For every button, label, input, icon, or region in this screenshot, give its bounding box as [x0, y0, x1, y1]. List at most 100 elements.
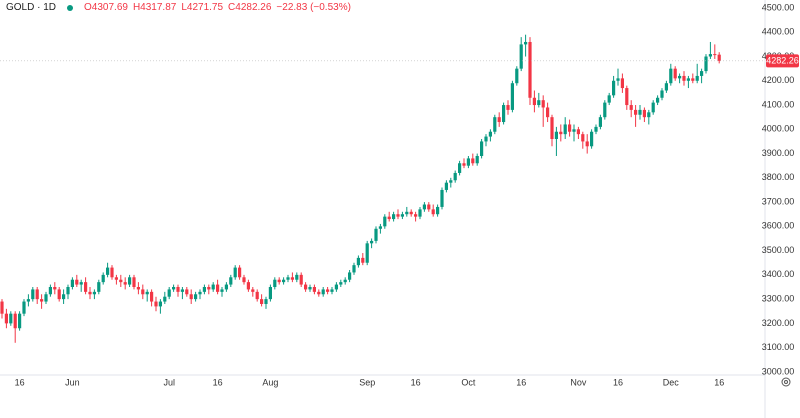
candle-body	[220, 289, 224, 292]
candle-body	[18, 313, 22, 329]
candle-body	[576, 129, 580, 135]
candle-body	[480, 141, 484, 156]
last-price-box	[766, 54, 799, 68]
candle-body	[216, 284, 220, 292]
candle-body	[308, 286, 312, 290]
candle-body	[458, 163, 462, 173]
candle-body	[224, 284, 228, 290]
candle-body	[255, 291, 259, 300]
candle-body	[286, 277, 290, 280]
candle-body	[497, 117, 501, 123]
x-tick-label: Sep	[359, 377, 375, 387]
candle-body	[4, 313, 8, 324]
candle-body	[581, 134, 585, 142]
candle-body	[128, 277, 132, 285]
candle-body	[493, 117, 497, 132]
candle-body	[189, 294, 193, 300]
y-tick-label: 4500.00	[762, 2, 795, 12]
candle-body	[31, 289, 35, 300]
candle-body	[330, 289, 334, 292]
candle-body	[594, 126, 598, 132]
candle-body	[172, 286, 176, 290]
candle-body	[22, 301, 26, 314]
candle-body	[101, 274, 105, 283]
candle-body	[260, 299, 264, 304]
candle-body	[136, 286, 140, 290]
candle-body	[202, 286, 206, 292]
candle-body	[559, 131, 563, 135]
candle-body	[625, 88, 629, 106]
y-tick-label: 4400.00	[762, 27, 795, 37]
candle-body	[453, 172, 457, 181]
candle-body	[541, 100, 545, 108]
candle-body	[427, 204, 431, 210]
candle-body	[546, 107, 550, 118]
candle-body	[502, 105, 506, 123]
candle-body	[488, 131, 492, 137]
y-tick-label: 3000.00	[762, 366, 795, 376]
candle-body	[642, 109, 646, 118]
candle-body	[471, 158, 475, 164]
change-value: −22.83 (−0.53%)	[276, 2, 351, 13]
candle-body	[383, 216, 387, 227]
x-tick-label: Dec	[663, 377, 680, 387]
open-value: O4307.69	[84, 2, 128, 13]
y-tick-label: 3900.00	[762, 148, 795, 158]
candle-body	[598, 117, 602, 127]
candle-body	[682, 75, 686, 81]
candle-body	[708, 54, 712, 57]
y-tick-label: 3100.00	[762, 342, 795, 352]
candle-body	[563, 124, 567, 135]
y-tick-label: 4100.00	[762, 99, 795, 109]
candle-body	[361, 257, 365, 263]
candle-body	[352, 265, 356, 273]
x-tick-label: 16	[613, 377, 623, 387]
y-tick-label: 4000.00	[762, 124, 795, 134]
candle-body	[13, 313, 17, 329]
y-tick-label: 3400.00	[762, 269, 795, 279]
candle-body	[422, 204, 426, 210]
candle-body	[678, 75, 682, 79]
candle-body	[475, 155, 479, 164]
candle-body	[145, 291, 149, 295]
candle-body	[26, 299, 30, 302]
candle-body	[691, 78, 695, 81]
candle-body	[656, 97, 660, 103]
candle-body	[110, 267, 114, 278]
candle-body	[669, 68, 673, 84]
candle-body	[396, 214, 400, 217]
close-value: C4282.26	[228, 2, 272, 13]
y-tick-label: 3700.00	[762, 196, 795, 206]
candle-body	[616, 78, 620, 81]
candle-body	[387, 216, 391, 220]
candle-body	[532, 97, 536, 106]
candle-body	[97, 282, 101, 292]
candle-body	[180, 289, 184, 292]
symbol: GOLD · 1D	[6, 2, 57, 13]
y-tick-label: 3600.00	[762, 221, 795, 231]
candle-body	[326, 289, 330, 292]
candle-body	[537, 100, 541, 106]
candle-body	[132, 277, 136, 287]
x-tick-label: Aug	[262, 377, 278, 387]
candle-body	[238, 267, 242, 278]
candle-body	[713, 54, 717, 56]
x-tick-label: Nov	[570, 377, 587, 387]
candle-body	[154, 301, 158, 307]
x-tick-label: Oct	[461, 377, 476, 387]
candle-body	[444, 182, 448, 190]
candle-body	[356, 257, 360, 266]
candle-body	[462, 163, 466, 166]
candle-body	[207, 286, 211, 290]
candle-body	[339, 282, 343, 285]
candle-body	[704, 56, 708, 72]
candle-body	[590, 131, 594, 147]
candle-body	[400, 214, 404, 217]
settings-icon[interactable]	[781, 377, 791, 387]
candle-body	[264, 299, 268, 304]
candle-body	[405, 211, 409, 215]
candle-body	[519, 44, 523, 69]
candle-body	[273, 279, 277, 287]
candle-body	[440, 189, 444, 207]
